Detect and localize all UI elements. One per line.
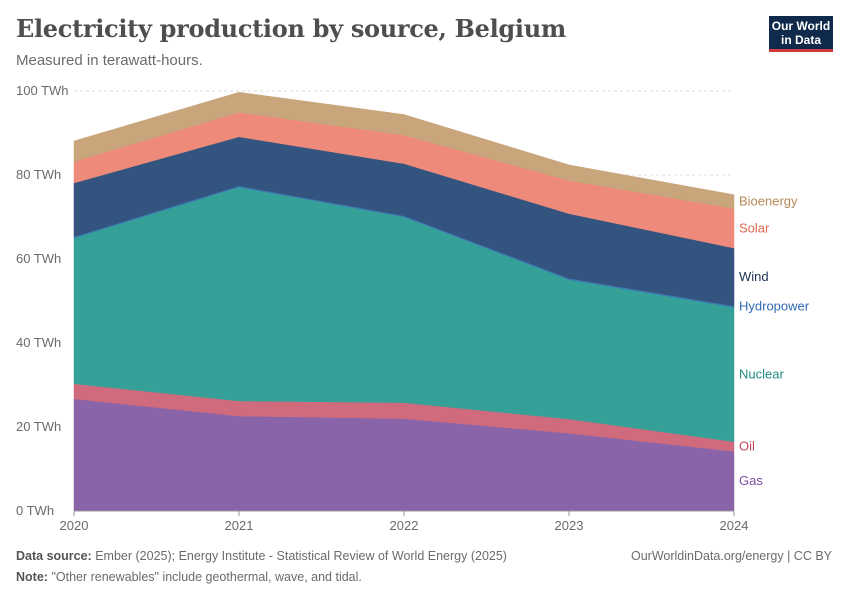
data-source-label: Data source: xyxy=(16,549,92,563)
x-tick-label: 2022 xyxy=(390,518,419,533)
chart-title: Electricity production by source, Belgiu… xyxy=(16,14,566,43)
chart-note: Note: "Other renewables" include geother… xyxy=(16,570,362,584)
legend-label-solar: Solar xyxy=(739,220,770,235)
legend-label-hydropower: Hydropower xyxy=(739,299,810,314)
legend-label-oil: Oil xyxy=(739,439,755,454)
logo-line-1: Our World xyxy=(771,19,831,33)
x-tick-label: 2024 xyxy=(720,518,749,533)
x-tick-label: 2023 xyxy=(555,518,584,533)
y-tick-label: 40 TWh xyxy=(16,335,61,350)
legend-label-nuclear: Nuclear xyxy=(739,367,784,382)
y-tick-label: 20 TWh xyxy=(16,419,61,434)
chart-subtitle: Measured in terawatt-hours. xyxy=(16,52,203,69)
legend-label-bioenergy: Bioenergy xyxy=(739,194,798,209)
y-tick-label: 80 TWh xyxy=(16,167,61,182)
data-source-text: Ember (2025); Energy Institute - Statist… xyxy=(95,549,507,563)
data-source: Data source: Ember (2025); Energy Instit… xyxy=(16,549,507,563)
area-bioenergy xyxy=(73,92,735,209)
logo-line-2: in Data xyxy=(780,33,821,47)
legend-label-gas: Gas xyxy=(739,473,763,488)
x-tick-label: 2020 xyxy=(60,518,89,533)
legend-label-wind: Wind xyxy=(739,269,769,284)
y-tick-label: 60 TWh xyxy=(16,251,61,266)
y-tick-label: 0 TWh xyxy=(16,503,54,518)
y-tick-label: 100 TWh xyxy=(16,83,69,98)
note-text: "Other renewables" include geothermal, w… xyxy=(51,570,362,584)
credit-link[interactable]: OurWorldinData.org/energy | CC BY xyxy=(630,549,832,563)
owid-logo[interactable]: Our World in Data xyxy=(769,16,833,52)
x-tick-label: 2021 xyxy=(225,518,254,533)
note-label: Note: xyxy=(16,570,48,584)
